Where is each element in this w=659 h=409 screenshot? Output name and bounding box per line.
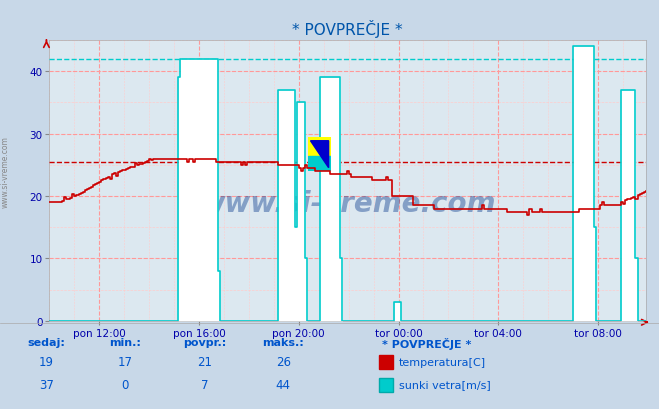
Text: temperatura[C]: temperatura[C]: [399, 357, 486, 367]
Text: 19: 19: [39, 355, 53, 369]
Text: 17: 17: [118, 355, 132, 369]
Text: www.si-vreme.com: www.si-vreme.com: [1, 136, 10, 208]
Text: 37: 37: [39, 378, 53, 391]
Text: maks.:: maks.:: [262, 337, 304, 347]
Text: 7: 7: [200, 378, 208, 391]
Text: povpr.:: povpr.:: [183, 337, 226, 347]
Text: 26: 26: [276, 355, 291, 369]
Text: min.:: min.:: [109, 337, 141, 347]
Text: * POVPREČJE *: * POVPREČJE *: [382, 337, 472, 349]
Text: 21: 21: [197, 355, 212, 369]
Text: sunki vetra[m/s]: sunki vetra[m/s]: [399, 380, 490, 389]
Title: * POVPREČJE *: * POVPREČJE *: [293, 20, 403, 38]
Text: 44: 44: [276, 378, 291, 391]
Text: sedaj:: sedaj:: [27, 337, 65, 347]
Text: 0: 0: [121, 378, 129, 391]
Text: www.si-vreme.com: www.si-vreme.com: [200, 189, 496, 217]
